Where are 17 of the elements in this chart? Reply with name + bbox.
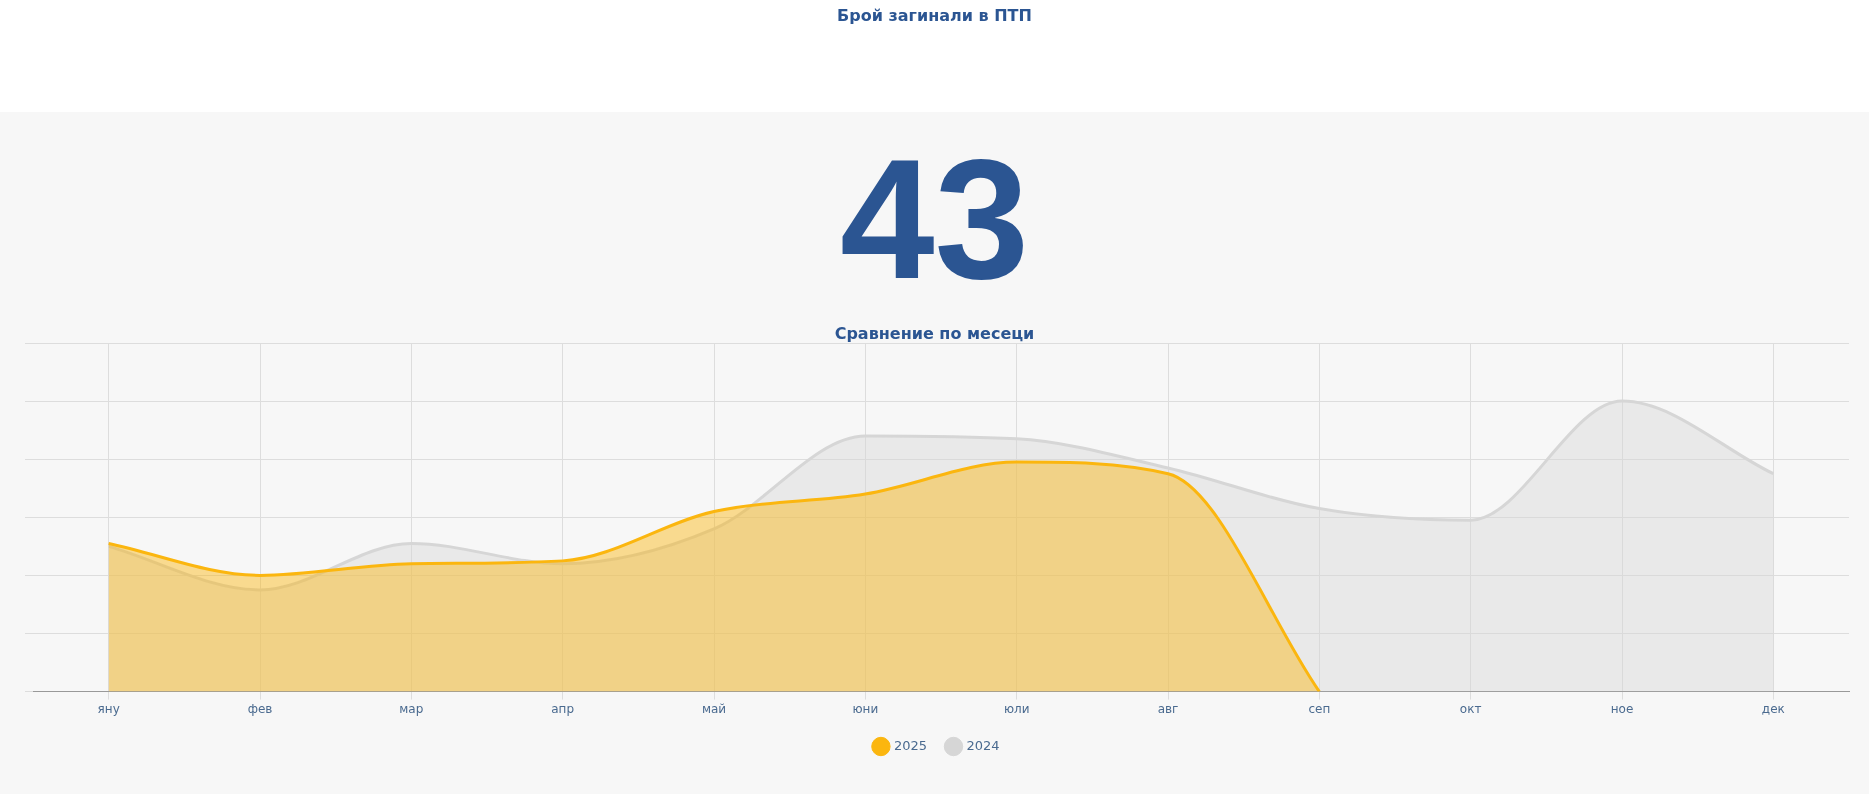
chart-subtitle: Сравнение по месеци xyxy=(833,324,1036,343)
x-tick-label: окт xyxy=(1459,701,1482,716)
x-tick-label: сеп xyxy=(1308,701,1331,716)
legend-label: 2025 xyxy=(893,737,928,753)
x-tick-label: ное xyxy=(1610,701,1634,716)
chart-title: Брой загинали в ПТП xyxy=(836,5,1033,25)
text: 43 xyxy=(838,123,1031,314)
x-tick-label: юни xyxy=(852,701,879,716)
legend-label: 2024 xyxy=(966,737,1000,753)
x-tick-label: авг xyxy=(1157,701,1179,716)
x-tick-label: мар xyxy=(399,701,424,716)
x-tick-label: дек xyxy=(1761,701,1785,716)
x-tick-label: яну xyxy=(97,701,120,716)
x-tick-label: май xyxy=(701,701,727,716)
x-tick-label: юли xyxy=(1003,701,1030,716)
x-tick-label: апр xyxy=(551,701,575,716)
x-tick-label: фев xyxy=(247,701,273,716)
